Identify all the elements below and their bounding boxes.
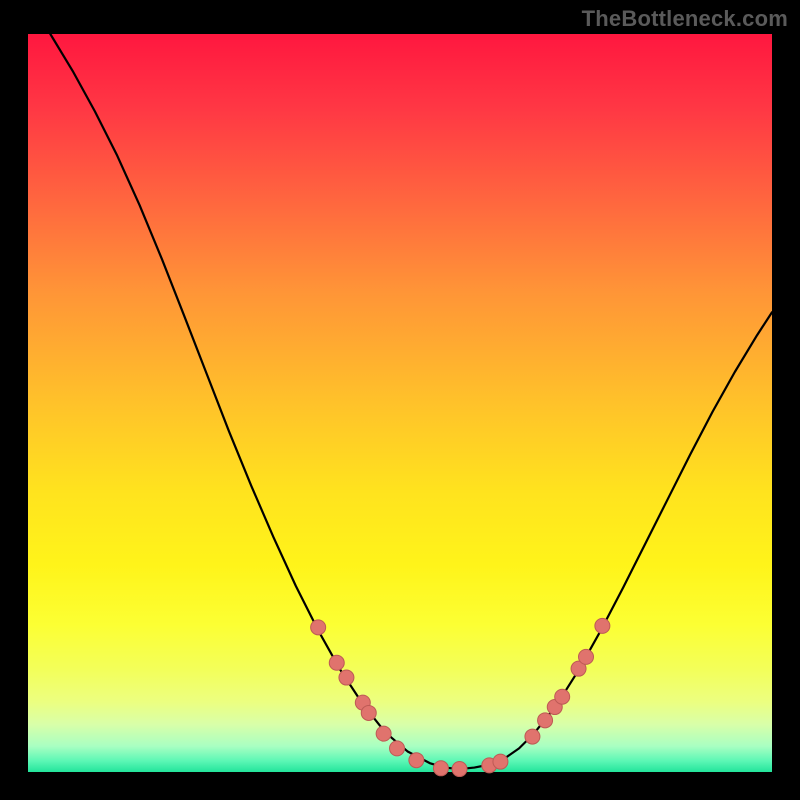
watermark-label: TheBottleneck.com bbox=[582, 6, 788, 32]
chart-svg bbox=[0, 0, 800, 800]
bottleneck-chart: TheBottleneck.com bbox=[0, 0, 800, 800]
